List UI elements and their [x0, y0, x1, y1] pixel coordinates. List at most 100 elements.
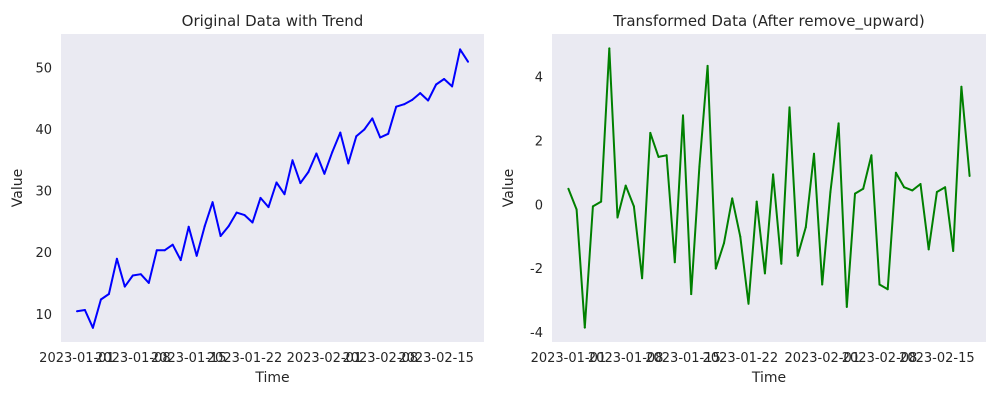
plot-area	[61, 34, 484, 342]
series-line-1	[76, 48, 469, 329]
data-point	[99, 298, 102, 301]
chart-panel-2: -4-20242023-01-012023-01-082023-01-15202…	[501, 12, 986, 386]
data-point	[323, 172, 326, 175]
data-point	[870, 154, 873, 157]
data-point	[411, 98, 414, 101]
data-point	[649, 131, 652, 134]
data-point	[845, 305, 848, 308]
data-point	[171, 243, 174, 246]
x-tick-label: 2023-01-15	[151, 351, 227, 366]
data-point	[591, 205, 594, 208]
data-point	[107, 293, 110, 295]
data-point	[347, 162, 350, 165]
data-point	[665, 154, 668, 157]
y-tick-label: 40	[35, 123, 52, 138]
data-point	[291, 159, 294, 162]
y-tick-label: -4	[530, 326, 543, 341]
x-tick-label: 2023-02-15	[899, 351, 975, 366]
data-point	[682, 114, 684, 117]
data-point	[379, 136, 382, 139]
data-point	[363, 128, 366, 131]
y-tick-label: -2	[530, 262, 543, 277]
x-tick-label: 2023-02-15	[398, 351, 474, 366]
x-tick-label: 2023-01-15	[645, 351, 721, 366]
data-point	[772, 173, 775, 176]
x-tick-label: 2023-02-01	[784, 351, 860, 366]
data-point	[739, 235, 742, 238]
x-tick-label: 2023-01-01	[39, 351, 115, 366]
data-point	[443, 78, 446, 80]
data-point	[147, 281, 150, 284]
data-point	[307, 171, 310, 173]
data-point	[219, 235, 222, 237]
data-point	[203, 225, 206, 228]
data-point	[788, 106, 791, 109]
x-tick-label: 2023-01-22	[207, 351, 283, 366]
data-point	[123, 285, 126, 288]
x-tick-label: 2023-01-22	[703, 351, 779, 366]
data-point	[731, 197, 734, 200]
data-point	[714, 267, 717, 270]
data-point	[139, 273, 142, 276]
data-point	[195, 254, 198, 257]
data-point	[919, 183, 922, 185]
data-point	[403, 103, 406, 106]
x-tick-label: 2023-01-01	[531, 351, 607, 366]
data-point	[131, 274, 134, 277]
data-point	[427, 99, 430, 102]
y-tick-label: 20	[35, 246, 52, 261]
data-point	[315, 152, 318, 155]
data-point	[960, 85, 963, 88]
data-point	[575, 208, 578, 211]
y-tick-label: 4	[535, 71, 543, 86]
data-point	[567, 187, 570, 190]
data-point	[903, 186, 906, 189]
data-point	[235, 211, 238, 214]
data-point	[259, 196, 262, 199]
data-point	[395, 105, 398, 108]
data-point	[829, 191, 832, 193]
data-point	[894, 171, 897, 174]
y-tick-label: 30	[35, 185, 52, 200]
y-axis-label: Value	[10, 169, 26, 207]
chart-panel-1: 10 20 30 40 50 2023-01-012023-01-082023-01-15…	[10, 12, 484, 386]
data-point	[187, 225, 190, 228]
series-line-1	[567, 47, 971, 329]
data-point	[155, 249, 158, 252]
data-point	[935, 191, 938, 193]
data-point	[275, 181, 278, 184]
data-point	[952, 250, 955, 252]
x-axis-label: Time	[751, 370, 786, 386]
y-tick-label: 2	[535, 134, 543, 149]
data-point	[76, 310, 78, 313]
y-axis-label: Value	[501, 169, 517, 207]
data-point	[267, 206, 270, 209]
data-point	[657, 155, 660, 158]
data-point	[968, 175, 971, 177]
data-point	[459, 48, 462, 51]
data-point	[911, 189, 914, 192]
x-tick-label: 2023-02-08	[842, 351, 918, 366]
data-point	[706, 64, 709, 67]
data-point	[91, 326, 94, 329]
data-point	[755, 200, 758, 203]
data-point	[698, 165, 701, 168]
data-point	[467, 60, 469, 63]
data-point	[673, 261, 676, 264]
data-point	[723, 242, 725, 245]
data-point	[163, 249, 166, 252]
data-point	[813, 152, 815, 155]
data-point	[339, 131, 342, 134]
data-point	[804, 226, 807, 229]
data-point	[331, 150, 334, 153]
data-point	[283, 193, 286, 196]
data-point	[886, 288, 889, 291]
data-point	[632, 205, 635, 208]
data-point	[355, 135, 358, 138]
data-point	[211, 201, 214, 204]
x-tick-label: 2023-02-08	[342, 351, 418, 366]
data-point	[227, 225, 230, 228]
data-point	[862, 187, 865, 190]
